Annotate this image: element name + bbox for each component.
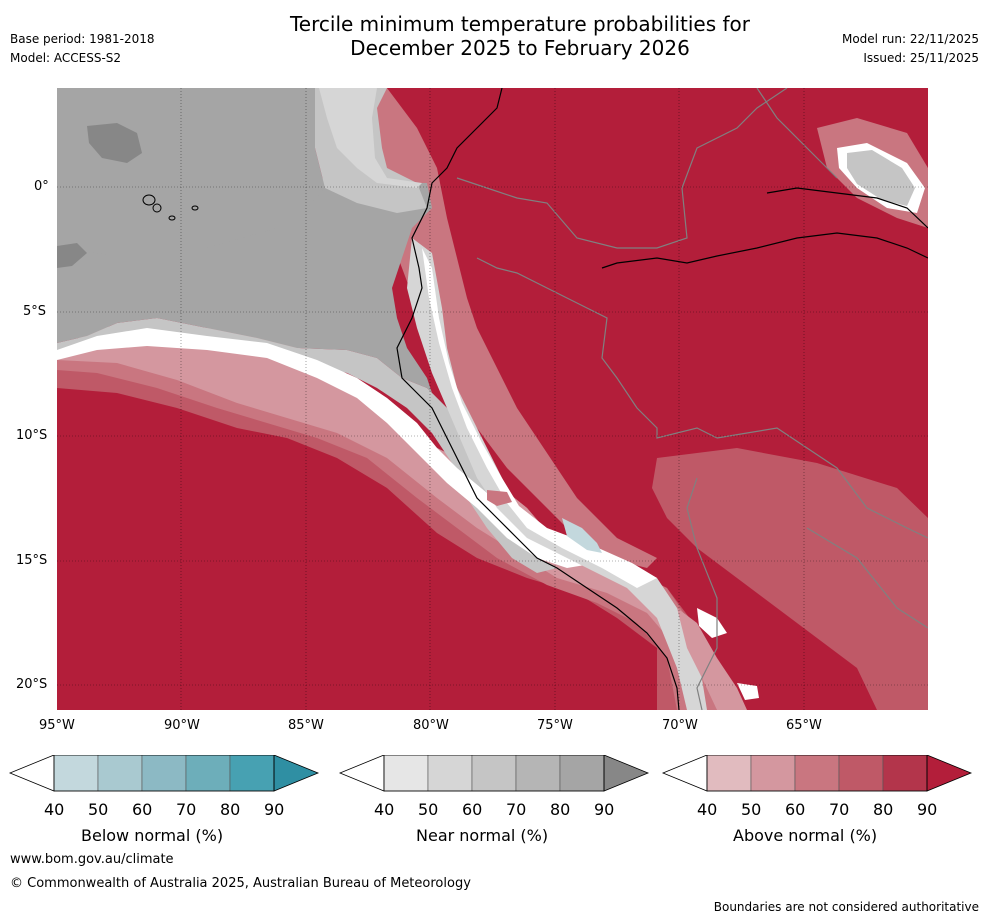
colorbar-segment — [427, 755, 473, 792]
colorbar-tick-label: 40 — [44, 800, 65, 819]
colorbar-extend-low — [661, 755, 708, 792]
colorbar-tick-label: 60 — [462, 800, 483, 819]
lon-label-80w: 80°W — [413, 718, 449, 733]
above-normal-80-band — [57, 323, 737, 710]
lat-label-15s: 15°S — [16, 553, 48, 568]
colorbar-tick-label: 90 — [917, 800, 938, 819]
colorbar-tick-label: 80 — [873, 800, 894, 819]
colorbar-tick-label: 60 — [132, 800, 153, 819]
colorbar-segment — [229, 755, 275, 792]
colorbar-segment — [750, 755, 796, 792]
ne-near-normal-patch — [847, 150, 915, 206]
colorbar-segment — [882, 755, 928, 792]
graticule — [57, 88, 928, 710]
title-line-2: December 2025 to February 2026 — [350, 36, 690, 60]
coastal-red-patch — [487, 490, 512, 506]
lon-label-65w: 65°W — [786, 718, 822, 733]
colorbar-tick-label: 50 — [741, 800, 762, 819]
near-normal-90-patch-west — [57, 243, 87, 268]
colorbar-extend-high — [926, 755, 973, 792]
probability-map[interactable] — [57, 88, 928, 710]
lon-label-95w: 95°W — [39, 718, 75, 733]
colorbar-extend-low — [338, 755, 385, 792]
colorbar-outline — [53, 755, 275, 792]
lat-label-20s: 20°S — [16, 677, 48, 692]
colorbar-segment — [97, 755, 143, 792]
lat-label-10s: 10°S — [16, 428, 48, 443]
boundary-disclaimer: Boundaries are not considered authoritat… — [713, 900, 979, 914]
base-period: Base period: 1981-2018 — [10, 32, 155, 46]
country-borders — [456, 88, 928, 710]
colorbar-segment — [706, 755, 752, 792]
colorbar-segment — [53, 755, 99, 792]
colorbar-segment — [141, 755, 187, 792]
colorbar-outline — [383, 755, 605, 792]
lat-label-0: 0° — [34, 179, 49, 194]
title-line-1: Tercile minimum temperature probabilitie… — [289, 12, 751, 36]
near-normal-north-edge-light — [319, 88, 422, 188]
coastline — [396, 88, 928, 710]
colorbar-segment — [471, 755, 517, 792]
colorbar-extend-high — [603, 755, 650, 792]
colorbar-legend — [8, 755, 973, 792]
lon-label-90w: 90°W — [164, 718, 200, 733]
colorbar-tick-label: 90 — [264, 800, 285, 819]
below-normal-40-patch — [562, 518, 602, 553]
colorbar-segment — [838, 755, 884, 792]
colorbar-tick-label: 70 — [506, 800, 527, 819]
model-run-date: Model run: 22/11/2025 — [841, 32, 979, 46]
highland-white-patch — [697, 608, 727, 638]
colorbar-above-normal — [661, 755, 973, 792]
lat-label-5s: 5°S — [23, 304, 47, 319]
issued-date: Issued: 25/11/2025 — [863, 51, 979, 65]
colorbar-below-normal-label: Below normal (%) — [81, 826, 224, 845]
coastal-white-strip — [422, 248, 657, 588]
colorbar-outline — [706, 755, 928, 792]
colorbar-extend-high — [273, 755, 320, 792]
colorbar-tick-label: 70 — [176, 800, 197, 819]
galapagos-islands — [142, 194, 199, 221]
colorbar-near-normal-label: Near normal (%) — [416, 826, 549, 845]
bolivia-80-region — [652, 448, 928, 710]
near-normal-60-band — [57, 318, 557, 573]
colorbar-segment — [185, 755, 231, 792]
model-name: Model: ACCESS-S2 — [10, 51, 122, 65]
colorbar-tick-label: 80 — [220, 800, 241, 819]
highland-white-patch-2 — [737, 683, 759, 700]
lon-label-85w: 85°W — [288, 718, 324, 733]
colorbar-segment — [559, 755, 605, 792]
lon-label-70w: 70°W — [662, 718, 698, 733]
colorbar-above-normal-label: Above normal (%) — [733, 826, 878, 845]
colorbar-tick-label: 50 — [418, 800, 439, 819]
coastal-near-normal-strip — [407, 238, 707, 710]
colorbar-tick-label: 50 — [88, 800, 109, 819]
colorbar-tick-label: 80 — [550, 800, 571, 819]
colorbar-tick-label: 40 — [697, 800, 718, 819]
colorbar-segment — [794, 755, 840, 792]
colorbar-near-normal — [338, 755, 650, 792]
lon-label-75w: 75°W — [537, 718, 573, 733]
colorbar-segment — [383, 755, 429, 792]
colorbar-below-normal — [8, 755, 320, 792]
above-normal-60-band — [57, 323, 702, 710]
colorbar-tick-label: 70 — [829, 800, 850, 819]
copyright-notice: © Commonwealth of Australia 2025, Austra… — [10, 876, 471, 891]
colorbar-tick-label: 60 — [785, 800, 806, 819]
colorbar-tick-label: 90 — [594, 800, 615, 819]
colorbar-segment — [515, 755, 561, 792]
site-url[interactable]: www.bom.gov.au/climate — [10, 852, 174, 867]
near-normal-90-patch — [87, 123, 142, 163]
chart-title: Tercile minimum temperature probabilitie… — [0, 12, 988, 60]
colorbar-tick-label: 40 — [374, 800, 395, 819]
colorbar-extend-low — [8, 755, 55, 792]
